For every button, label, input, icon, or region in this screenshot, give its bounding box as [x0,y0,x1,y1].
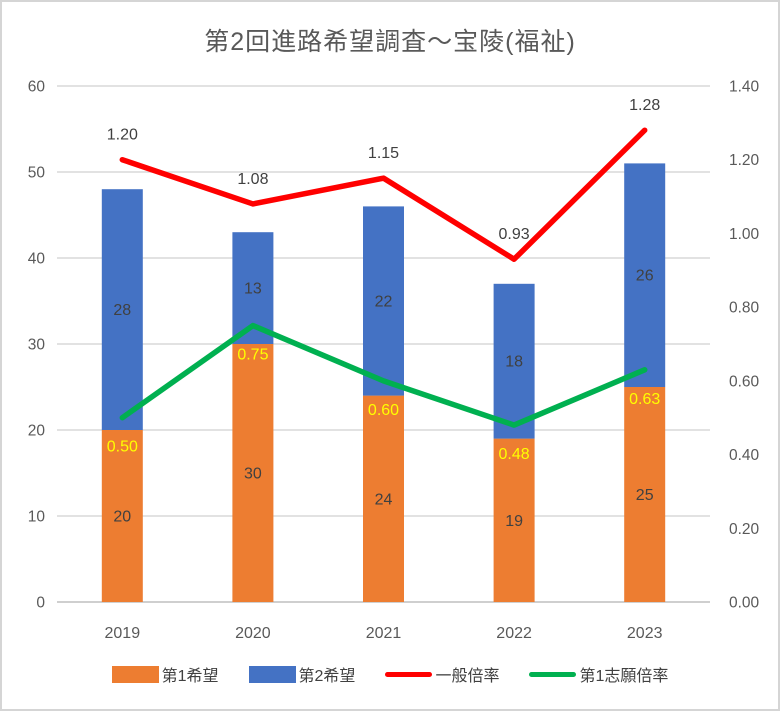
left-axis-tick-label[interactable]: 10 [28,509,46,526]
left-axis-tick-label[interactable]: 40 [28,251,46,268]
x-axis-label[interactable]: 2023 [627,625,663,642]
bar-data-label[interactable]: 20 [113,509,131,526]
left-axis-tick-label[interactable]: 50 [28,165,46,182]
legend-swatch-line-icon [529,671,577,677]
bar-data-label[interactable]: 22 [375,294,393,311]
line-data-label[interactable]: 0.63 [629,391,660,408]
right-axis-tick-label[interactable]: 0.20 [729,521,760,538]
left-axis-tick-label[interactable]: 0 [36,595,45,612]
line-series[interactable] [119,127,648,262]
right-axis-tick-label[interactable]: 1.00 [729,226,760,243]
bar-segment[interactable] [232,344,274,602]
chart-title[interactable]: 第2回進路希望調査～宝陵(福祉) [204,28,576,56]
line-data-label[interactable]: 1.08 [237,171,268,188]
legend-label: 第1希望 [161,668,219,685]
line-data-label[interactable]: 1.28 [629,97,660,114]
x-axis-label[interactable]: 2019 [105,625,141,642]
line-series[interactable] [119,322,648,428]
legend-swatch-line-icon [385,671,433,677]
right-axis-tick-label[interactable]: 1.40 [729,79,760,96]
bar-segment[interactable] [493,283,535,439]
right-axis-tick-label[interactable]: 0.60 [729,373,760,390]
bar-data-label[interactable]: 28 [113,302,131,319]
legend-item-second-choice[interactable]: 第2希望 [248,662,356,686]
x-axis-label[interactable]: 2022 [496,625,532,642]
bar-segment[interactable] [493,438,535,602]
legend-item-first-choice[interactable]: 第1希望 [111,662,219,686]
legend-swatch-bar-icon [248,665,296,683]
line-data-label[interactable]: 1.20 [107,127,138,144]
legend-label: 第2希望 [298,668,356,685]
line-data-label[interactable]: 0.48 [499,446,530,463]
bar-data-label[interactable]: 18 [505,354,523,371]
bar-segment[interactable] [363,395,404,602]
right-axis-tick-label[interactable]: 0.00 [729,595,760,612]
chart-legend: 第1希望 第2希望 一般倍率 第1志願倍率 [2,662,778,686]
bar-segment[interactable] [363,206,404,396]
bar-segment[interactable] [101,430,143,602]
left-axis-tick-label[interactable]: 60 [28,79,46,96]
bar-segment[interactable] [624,163,666,387]
left-axis-tick-label[interactable]: 20 [28,423,46,440]
legend-swatch-bar-icon [111,665,159,683]
bar-data-label[interactable]: 25 [636,487,654,504]
legend-label: 第1志願倍率 [579,668,669,685]
line-data-label[interactable]: 0.75 [237,347,268,364]
bar-segment[interactable] [624,387,666,602]
line-data-label[interactable]: 0.60 [368,402,399,419]
line-data-label[interactable]: 1.15 [368,145,399,162]
bar-data-label[interactable]: 30 [244,466,262,483]
x-axis-label[interactable]: 2020 [235,625,271,642]
bar-data-label[interactable]: 24 [375,491,393,508]
line-data-label[interactable]: 0.50 [107,439,138,456]
right-axis-tick-label[interactable]: 0.40 [729,447,760,464]
bar-data-label[interactable]: 13 [244,281,262,298]
bar-data-label[interactable]: 26 [636,268,654,285]
right-axis-tick-label[interactable]: 0.80 [729,300,760,317]
left-axis-tick-label[interactable]: 30 [28,337,46,354]
legend-item-first-choice-ratio[interactable]: 第1志願倍率 [529,662,668,686]
right-axis-tick-label[interactable]: 1.20 [729,152,760,169]
line-data-label[interactable]: 0.93 [499,226,530,243]
x-axis-label[interactable]: 2021 [366,625,402,642]
legend-label: 一般倍率 [435,668,500,685]
bar-segment[interactable] [101,189,143,430]
bar-data-label[interactable]: 19 [505,513,523,530]
legend-item-general-ratio[interactable]: 一般倍率 [385,662,499,686]
